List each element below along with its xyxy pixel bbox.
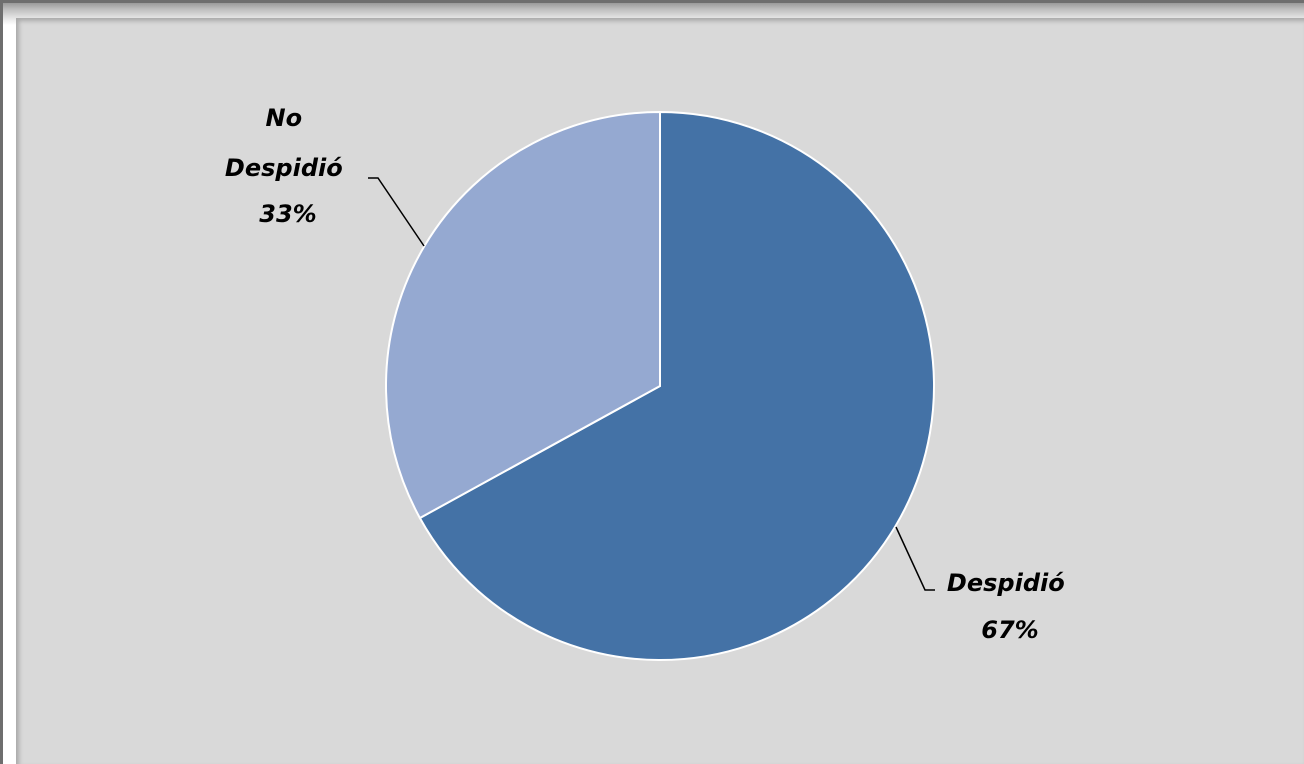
data-label-no-despidio-line2: Despidió	[225, 154, 343, 182]
pie-slice-no-despidio	[385, 110, 661, 520]
leader-line-no-despidio	[368, 177, 425, 247]
leader-line-despidio	[895, 526, 935, 591]
data-label-no-despidio-line1: No	[266, 104, 303, 132]
pie-slice-despidio	[418, 110, 935, 661]
data-label-despidio: Despidió 67%	[947, 569, 1073, 644]
data-label-despidio-percent: 67%	[981, 616, 1038, 644]
data-label-despidio-name: Despidió	[947, 569, 1065, 597]
data-label-no-despidio-percent: 33%	[259, 200, 316, 228]
data-label-no-despidio: No Despidió 33%	[225, 104, 351, 228]
